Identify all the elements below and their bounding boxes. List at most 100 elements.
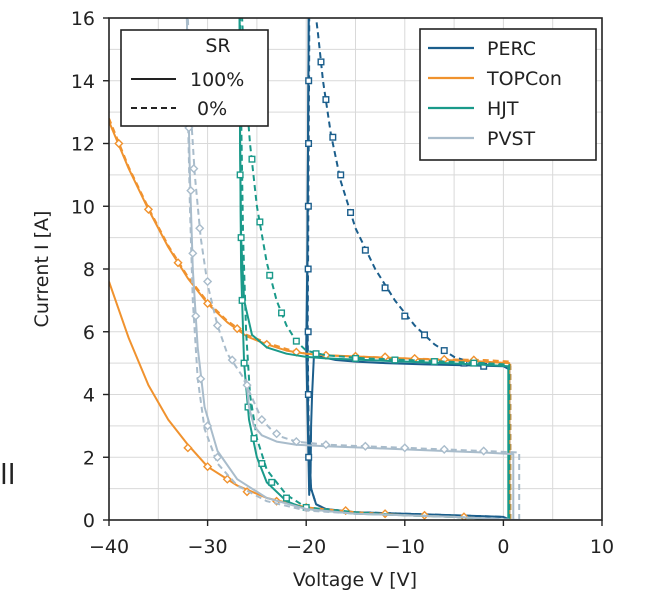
y-axis-label: Current I [A] xyxy=(31,211,53,328)
marker-perc-sr100 xyxy=(304,265,312,273)
marker-pvst-sr100 xyxy=(191,311,201,321)
marker-perc-sr0 xyxy=(401,312,409,320)
marker-perc-sr0 xyxy=(421,331,429,339)
x-axis-label: Voltage V [V] xyxy=(293,569,417,591)
x-tick-label: −30 xyxy=(188,536,228,558)
marker-pvst-sr0 xyxy=(257,415,267,425)
y-tick-label: 16 xyxy=(71,8,95,30)
legend-label-hjt: HJT xyxy=(487,98,519,120)
marker-perc-sr0 xyxy=(361,246,369,254)
series-pvst xyxy=(183,18,521,520)
marker-pvst-sr0 xyxy=(400,443,410,453)
axis-ticks xyxy=(103,17,603,526)
marker-perc-sr100 xyxy=(305,77,313,85)
marker-pvst-sr0 xyxy=(479,446,489,456)
marker-pvst-sr0 xyxy=(203,276,213,287)
series-line-pvst-sr0-lower xyxy=(185,18,520,520)
marker-perc-sr100 xyxy=(304,202,312,210)
y-tick-label: 8 xyxy=(83,259,95,281)
sr-legend-title: SR xyxy=(205,35,230,57)
marker-hjt-sr0 xyxy=(248,155,256,163)
marker-hjt-sr0 xyxy=(256,218,264,226)
series-layer xyxy=(109,18,521,520)
marker-pvst-sr100 xyxy=(212,452,223,462)
sr-legend: SR 100% 0% xyxy=(120,29,269,127)
marker-pvst-sr100 xyxy=(186,185,196,196)
sr-legend-label-100: 100% xyxy=(190,69,244,91)
marker-pvst-sr0 xyxy=(272,429,282,439)
x-tick-label: −10 xyxy=(385,536,425,558)
marker-perc-sr100 xyxy=(305,139,313,147)
series-line-perc-sr0-lower xyxy=(306,18,511,520)
cropped-edge-text: ll xyxy=(0,458,16,491)
marker-hjt-sr0 xyxy=(470,359,478,367)
x-tick-label: −40 xyxy=(89,536,129,558)
marker-perc-sr0 xyxy=(322,96,330,104)
marker-topcon-sr0 xyxy=(173,258,183,268)
marker-pvst-sr0 xyxy=(227,355,237,365)
x-tick-label: −20 xyxy=(286,536,326,558)
marker-hjt-sr100 xyxy=(258,460,266,468)
marker-pvst-sr100 xyxy=(196,374,206,384)
marker-topcon-sr100 xyxy=(183,443,193,453)
marker-pvst-sr0 xyxy=(321,440,331,450)
legend-label-perc: PERC xyxy=(487,38,536,60)
marker-perc-sr0 xyxy=(440,347,448,355)
marker-hjt-sr100 xyxy=(237,234,245,242)
marker-pvst-sr0 xyxy=(189,164,199,174)
marker-pvst-sr0 xyxy=(212,320,223,331)
marker-pvst-sr100 xyxy=(188,248,198,258)
marker-hjt-sr0 xyxy=(292,337,300,345)
y-tick-label: 2 xyxy=(83,447,95,469)
marker-pvst-sr0 xyxy=(439,444,449,454)
marker-perc-sr0 xyxy=(381,284,389,292)
marker-perc-sr0 xyxy=(337,171,345,179)
marker-pvst-sr0 xyxy=(291,436,301,447)
marker-perc-sr100 xyxy=(304,391,312,399)
x-tick-label: 10 xyxy=(590,536,614,558)
marker-pvst-sr0 xyxy=(242,380,252,390)
marker-hjt-sr100 xyxy=(238,296,246,304)
y-tick-label: 4 xyxy=(83,385,95,407)
legend-label-pvst: PVST xyxy=(487,128,536,150)
series-line-perc-sr0 xyxy=(315,18,512,520)
y-tick-label: 14 xyxy=(71,71,95,93)
y-tick-labels: 0 2 4 6 8 10 12 14 16 xyxy=(71,8,95,532)
sr-legend-label-0: 0% xyxy=(197,98,227,120)
marker-hjt-sr0 xyxy=(430,358,438,366)
marker-topcon-sr100 xyxy=(203,462,213,472)
marker-perc-sr0 xyxy=(347,209,355,217)
marker-perc-sr0 xyxy=(329,133,337,141)
marker-pvst-sr0 xyxy=(360,441,370,451)
series-line-hjt-sr0 xyxy=(241,18,511,520)
marker-hjt-sr0 xyxy=(391,356,399,364)
marker-topcon-sr0 xyxy=(232,324,242,334)
marker-pvst-sr100 xyxy=(203,421,213,431)
marker-hjt-sr100 xyxy=(250,434,258,442)
y-tick-label: 12 xyxy=(71,134,95,156)
marker-hjt-sr0 xyxy=(352,354,360,362)
y-tick-label: 10 xyxy=(71,196,95,218)
marker-hjt-sr100 xyxy=(240,359,248,367)
marker-topcon-sr0 xyxy=(203,298,213,309)
marker-hjt-sr100 xyxy=(236,171,244,179)
tech-legend: PERC TOPCon HJT PVST xyxy=(419,28,597,161)
marker-hjt-sr100 xyxy=(268,478,276,486)
marker-hjt-sr0 xyxy=(266,271,274,279)
legend-label-topcon: TOPCon xyxy=(486,68,562,90)
y-tick-label: 0 xyxy=(83,510,95,532)
marker-pvst-sr0 xyxy=(195,223,205,233)
marker-topcon-sr0 xyxy=(143,204,154,214)
marker-perc-sr0 xyxy=(317,58,325,66)
x-tick-labels: −40 −30 −20 −10 0 10 xyxy=(89,536,614,558)
y-tick-label: 6 xyxy=(83,322,95,344)
marker-topcon-sr0 xyxy=(114,138,124,149)
x-tick-label: 0 xyxy=(497,536,509,558)
marker-perc-sr100 xyxy=(304,328,312,336)
marker-hjt-sr100 xyxy=(282,494,290,502)
series-line-topcon-sr0 xyxy=(109,118,512,520)
marker-hjt-sr0 xyxy=(312,350,320,358)
marker-hjt-sr0 xyxy=(278,309,286,317)
marker-topcon-sr100 xyxy=(222,474,232,484)
